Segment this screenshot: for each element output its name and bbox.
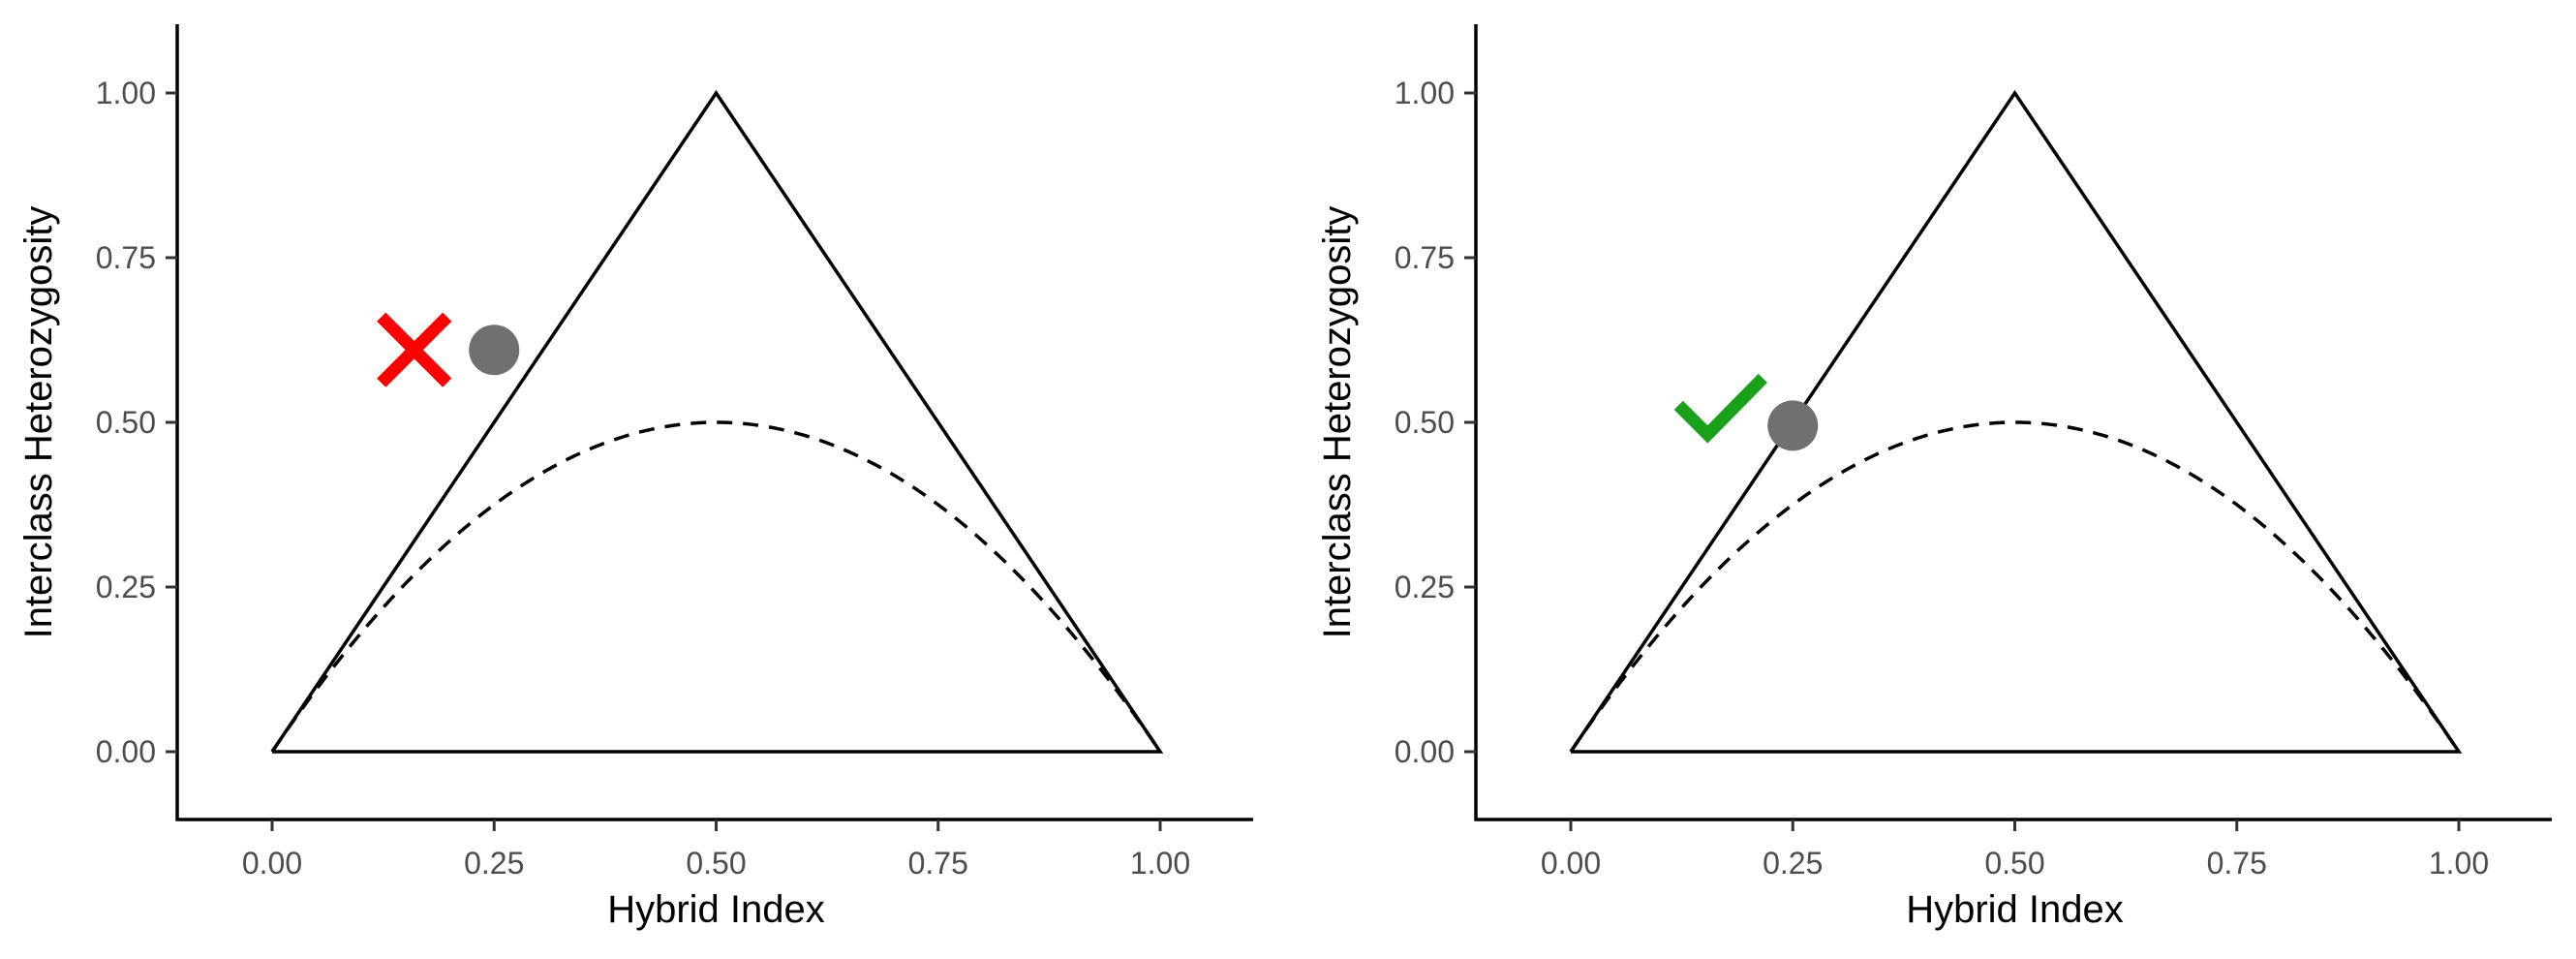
y-tick-label: 0.00 xyxy=(1395,734,1455,769)
check-icon xyxy=(1673,373,1767,444)
y-tick-label: 0.50 xyxy=(96,405,156,440)
x-tick-label: 0.00 xyxy=(1541,846,1601,881)
x-axis-title: Hybrid Index xyxy=(1906,888,2124,931)
left-panel: 0.00 0.25 0.50 0.75 1.00 0.00 0.25 0.50 0.75 1.00… xyxy=(17,24,1253,931)
x-tick-label: 0.25 xyxy=(1763,846,1823,881)
y-axis-title: Interclass Heterozygosity xyxy=(1316,206,1359,639)
cross-icon xyxy=(377,312,452,387)
y-tick-label: 1.00 xyxy=(1395,76,1455,110)
y-axis-title: Interclass Heterozygosity xyxy=(17,206,60,639)
x-tick-label: 0.25 xyxy=(464,846,524,881)
right-panel: 0.00 0.25 0.50 0.75 1.00 0.00 0.25 0.50 0.75 1.00… xyxy=(1316,24,2552,931)
x-tick-label: 1.00 xyxy=(2429,846,2489,881)
y-tick-label: 0.25 xyxy=(1395,570,1455,604)
y-tick-label: 0.50 xyxy=(1395,405,1455,440)
x-tick-label: 0.50 xyxy=(1984,846,2044,881)
y-tick-label: 0.25 xyxy=(96,570,156,604)
y-tick-label: 1.00 xyxy=(96,76,156,110)
x-tick-label: 0.75 xyxy=(908,846,968,881)
x-tick-label: 0.00 xyxy=(242,846,302,881)
x-tick-label: 1.00 xyxy=(1130,846,1190,881)
y-tick-label: 0.00 xyxy=(96,734,156,769)
x-axis-title: Hybrid Index xyxy=(607,888,825,931)
data-point xyxy=(1767,400,1819,451)
expected-heterozygosity-curve xyxy=(1569,420,2461,753)
x-tick-label: 0.75 xyxy=(2207,846,2267,881)
data-point xyxy=(469,325,520,376)
y-tick-label: 0.75 xyxy=(96,240,156,275)
y-tick-label: 0.75 xyxy=(1395,240,1455,275)
triangle-boundary xyxy=(270,89,1164,754)
expected-heterozygosity-curve xyxy=(270,420,1162,753)
x-tick-label: 0.50 xyxy=(686,846,746,881)
